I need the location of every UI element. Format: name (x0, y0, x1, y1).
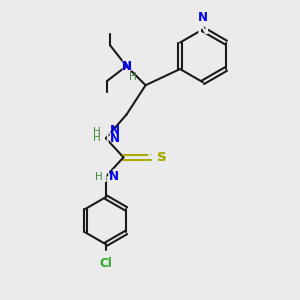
Text: N: N (122, 60, 131, 73)
Text: N: N (110, 124, 120, 137)
Text: N: N (120, 58, 133, 74)
Text: N: N (197, 22, 209, 37)
Text: H: H (93, 133, 101, 143)
Text: N: N (122, 60, 131, 73)
Text: H: H (129, 72, 137, 82)
Text: N: N (110, 170, 119, 183)
Text: H: H (95, 172, 103, 182)
Text: N: N (198, 11, 208, 24)
Text: H: H (93, 127, 101, 137)
Text: N: N (110, 132, 120, 145)
Text: S: S (158, 151, 167, 164)
Text: HN: HN (90, 167, 122, 185)
Text: S: S (146, 148, 158, 167)
Text: S: S (158, 151, 167, 164)
Text: HN: HN (93, 129, 119, 147)
Text: Cl: Cl (100, 256, 112, 270)
